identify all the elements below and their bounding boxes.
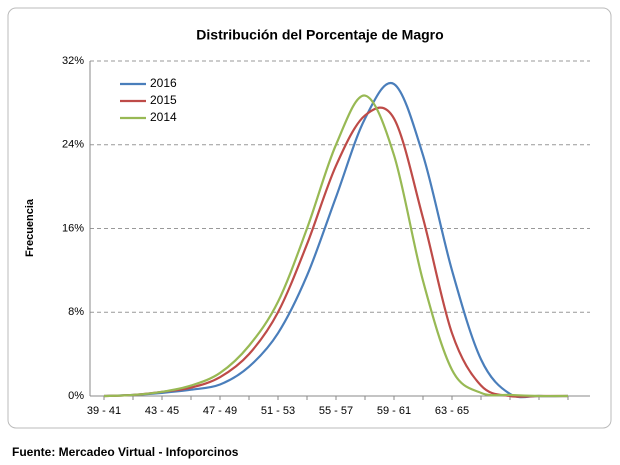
x-tick-label: 43 - 45 bbox=[145, 405, 179, 417]
chart-title: Distribución del Porcentaje de Magro bbox=[196, 27, 443, 43]
chart-frame bbox=[7, 7, 612, 429]
x-tick-label: 63 - 65 bbox=[435, 405, 469, 417]
x-tick-label: 39 - 41 bbox=[87, 405, 121, 417]
legend-label: 2016 bbox=[150, 76, 177, 90]
legend-label: 2015 bbox=[150, 93, 177, 107]
y-tick-label: 24% bbox=[62, 139, 84, 151]
series-line bbox=[103, 94, 569, 398]
legend-label: 2014 bbox=[150, 110, 177, 124]
y-tick-label: 32% bbox=[62, 55, 84, 67]
x-tick-label: 55 - 57 bbox=[319, 405, 353, 417]
source-note: Fuente: Mercadeo Virtual - Infoporcinos bbox=[12, 445, 239, 459]
x-tick-label: 51 - 53 bbox=[261, 405, 295, 417]
y-tick-label: 8% bbox=[68, 306, 84, 318]
series-line bbox=[103, 106, 568, 398]
series-line bbox=[103, 81, 569, 399]
y-axis-label: Frecuencia bbox=[24, 198, 36, 257]
x-tick-label: 47 - 49 bbox=[203, 405, 237, 417]
y-tick-label: 0% bbox=[68, 390, 84, 402]
y-tick-label: 16% bbox=[62, 222, 84, 234]
x-tick-label: 59 - 61 bbox=[377, 405, 411, 417]
